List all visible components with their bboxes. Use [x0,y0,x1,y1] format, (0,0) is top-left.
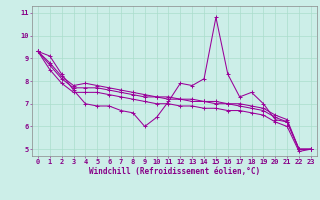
X-axis label: Windchill (Refroidissement éolien,°C): Windchill (Refroidissement éolien,°C) [89,167,260,176]
